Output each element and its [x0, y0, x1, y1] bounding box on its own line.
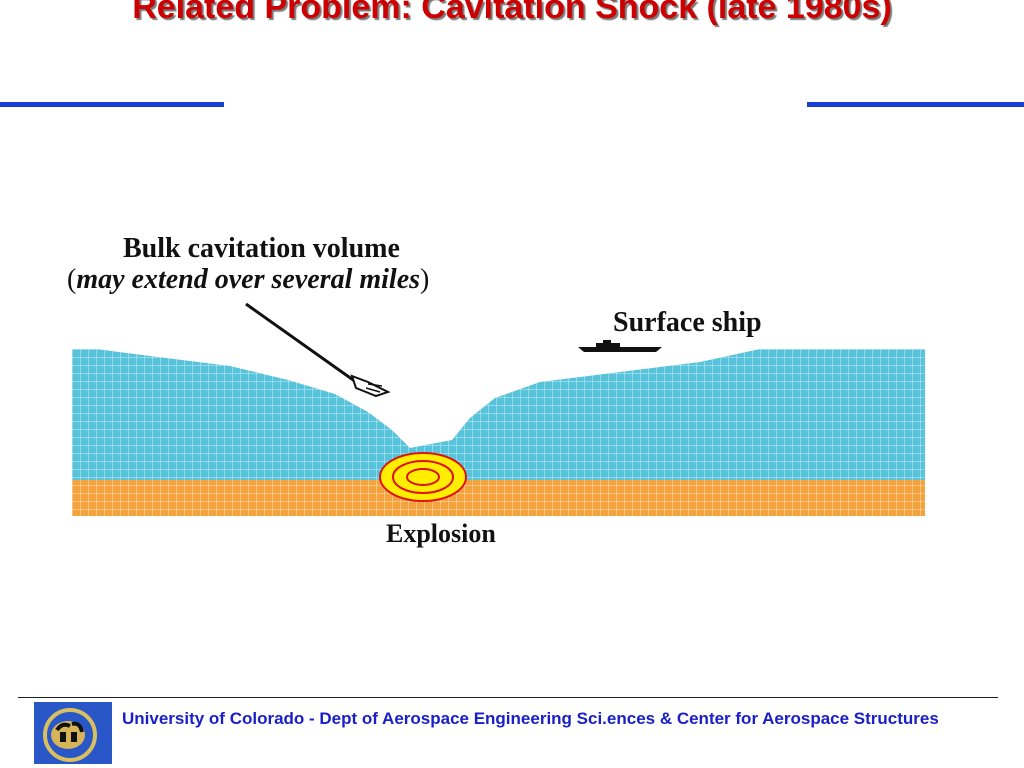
- cavitation-label-line1: Bulk cavitation volume: [123, 233, 400, 264]
- title-rule-right: [807, 102, 1024, 107]
- cavitation-label-line2: (may extend over several miles): [67, 264, 429, 295]
- ship-label: Surface ship: [613, 307, 762, 338]
- slide-title: Related Problem: Cavitation Shock (late …: [132, 0, 892, 26]
- pointer-arrow: [245, 302, 391, 398]
- explosion-label: Explosion: [386, 519, 496, 548]
- surface-ship-icon: [578, 340, 662, 352]
- university-logo: [34, 702, 112, 764]
- title-rule-left: [0, 102, 224, 107]
- footer-text: University of Colorado - Dept of Aerospa…: [122, 709, 939, 728]
- grid-overlay: [72, 349, 925, 516]
- explosion-rings: [379, 452, 467, 502]
- footer-rule: [18, 697, 998, 698]
